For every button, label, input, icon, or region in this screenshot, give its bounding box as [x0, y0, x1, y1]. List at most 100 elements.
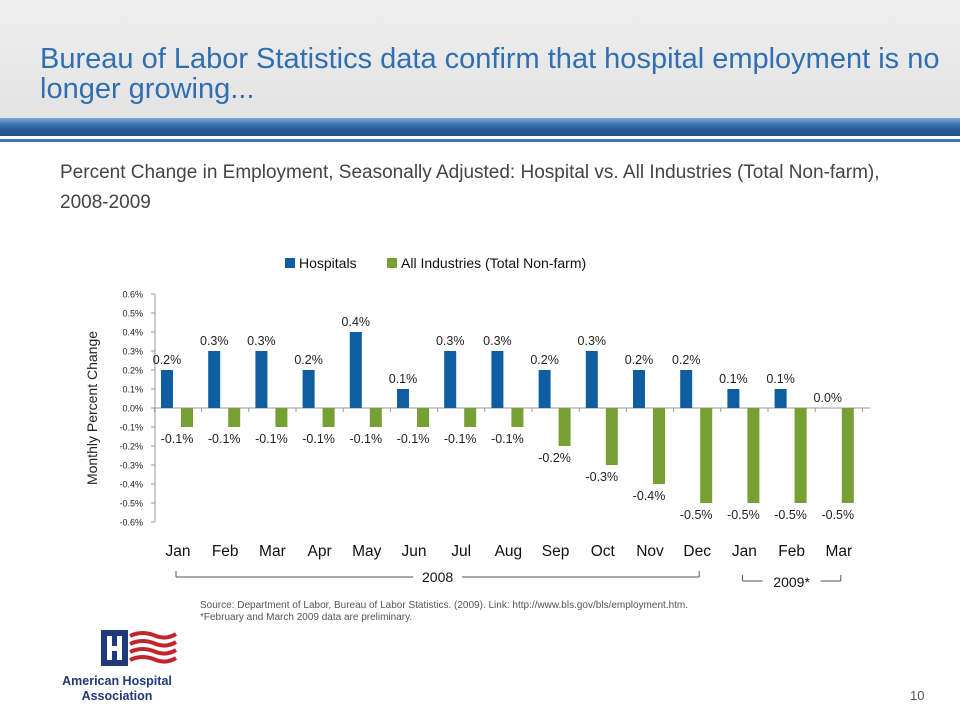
x-tick-label: Feb: [778, 543, 805, 560]
data-label-hospitals: 0.1%: [389, 372, 418, 386]
data-label-all-industries: -0.2%: [538, 451, 571, 465]
title-bar: [0, 0, 960, 118]
bar-all-industries: [558, 408, 571, 446]
page-number: 10: [910, 688, 925, 703]
x-tick-label: Oct: [591, 543, 616, 560]
y-tick-label: 0.2%: [122, 366, 143, 376]
aha-logo-mark: [101, 630, 178, 666]
bar-all-industries: [417, 408, 429, 427]
bar-hospitals: [633, 370, 645, 408]
data-label-all-industries: -0.4%: [633, 489, 666, 503]
data-label-hospitals: 0.3%: [578, 334, 607, 348]
chart-subtitle: Percent Change in Employment, Seasonally…: [60, 162, 880, 213]
title-underline-line: [0, 139, 960, 142]
data-label-all-industries: -0.1%: [349, 432, 382, 446]
legend-swatch-hospitals: [285, 258, 295, 268]
y-tick-label: -0.6%: [119, 518, 143, 528]
bar-hospitals: [680, 370, 693, 408]
data-label-all-industries: -0.5%: [821, 508, 854, 522]
bar-hospitals: [302, 370, 315, 408]
bar-all-industries: [511, 408, 524, 427]
x-tick-label: Apr: [308, 543, 332, 560]
data-label-hospitals: 0.2%: [294, 353, 323, 367]
preliminary-note: *February and March 2009 data are prelim…: [200, 612, 413, 623]
data-label-hospitals: 0.2%: [153, 353, 182, 367]
x-tick-label: Sep: [542, 543, 570, 560]
x-tick-label: Jan: [166, 543, 191, 560]
data-label-all-industries: -0.1%: [444, 432, 477, 446]
group-label: 2009*: [773, 574, 810, 590]
bar-hospitals: [491, 351, 504, 408]
bar-hospitals: [397, 389, 409, 408]
y-tick-label: 0.5%: [122, 309, 143, 319]
bar-all-industries: [322, 408, 335, 427]
bar-hospitals: [349, 332, 362, 408]
data-label-hospitals: 0.1%: [766, 372, 795, 386]
data-label-all-industries: -0.1%: [161, 432, 194, 446]
bar-all-industries: [228, 408, 241, 427]
data-label-all-industries: -0.1%: [491, 432, 524, 446]
bar-all-industries: [747, 408, 760, 503]
bar-hospitals: [727, 389, 740, 408]
data-label-hospitals: 0.2%: [625, 353, 654, 367]
data-label-hospitals: 0.2%: [672, 353, 701, 367]
bar-all-industries: [464, 408, 477, 427]
data-label-all-industries: -0.5%: [774, 508, 807, 522]
slide-title: Bureau of Labor Statistics data confirm …: [40, 43, 940, 105]
y-tick-label: -0.4%: [119, 480, 143, 490]
x-tick-label: Dec: [683, 543, 711, 560]
y-tick-label: -0.1%: [119, 423, 143, 433]
data-label-all-industries: -0.1%: [302, 432, 335, 446]
y-tick-label: 0.3%: [122, 347, 143, 357]
bar-all-industries: [369, 408, 382, 427]
logo-text-line1: American Hospital: [62, 674, 172, 688]
data-label-all-industries: -0.1%: [208, 432, 241, 446]
bar-hospitals: [255, 351, 268, 408]
bar-all-industries: [700, 408, 713, 503]
bar-all-industries: [605, 408, 618, 465]
y-tick-label: 0.0%: [122, 404, 143, 414]
source-line: Source: Department of Labor, Bureau of L…: [200, 600, 689, 611]
legend-label-hospitals: Hospitals: [299, 255, 357, 271]
bar-all-industries: [841, 408, 854, 503]
y-tick-label: 0.1%: [122, 385, 143, 395]
y-tick-label: -0.5%: [119, 499, 143, 509]
aha-logo: American Hospital Association: [52, 628, 182, 712]
legend-label-all-industries: All Industries (Total Non-farm): [401, 255, 586, 271]
y-tick-label: 0.6%: [122, 290, 143, 300]
x-tick-label: Aug: [495, 543, 523, 560]
group-label: 2008: [422, 569, 453, 585]
bar-hospitals: [774, 389, 787, 408]
data-label-all-industries: -0.1%: [255, 432, 288, 446]
y-tick-label: -0.2%: [119, 442, 143, 452]
bar-hospitals: [538, 370, 551, 408]
data-label-hospitals: 0.3%: [483, 334, 512, 348]
data-label-hospitals: 0.0%: [814, 391, 843, 405]
data-label-hospitals: 0.1%: [719, 372, 748, 386]
x-tick-label: May: [352, 543, 382, 560]
bar-all-industries: [275, 408, 288, 427]
x-tick-label: Jan: [732, 543, 757, 560]
bar-hospitals: [444, 351, 457, 408]
bar-hospitals: [161, 370, 173, 408]
data-label-hospitals: 0.3%: [200, 334, 229, 348]
bar-all-industries: [653, 408, 665, 484]
data-label-all-industries: -0.1%: [397, 432, 430, 446]
data-label-all-industries: -0.3%: [585, 470, 618, 484]
legend-swatch-all-industries: [387, 258, 397, 268]
bar-all-industries: [794, 408, 807, 503]
title-underline-band: [0, 118, 960, 136]
logo-text-line2: Association: [81, 689, 153, 703]
data-label-hospitals: 0.2%: [530, 353, 559, 367]
x-tick-label: Mar: [259, 543, 286, 560]
bar-hospitals: [208, 351, 221, 408]
data-label-hospitals: 0.4%: [342, 315, 371, 329]
x-tick-label: Jun: [402, 543, 427, 560]
x-tick-label: Feb: [212, 543, 239, 560]
data-label-all-industries: -0.5%: [727, 508, 760, 522]
data-label-all-industries: -0.5%: [680, 508, 713, 522]
bar-hospitals: [585, 351, 598, 408]
x-tick-label: Jul: [451, 543, 471, 560]
x-tick-label: Mar: [825, 543, 852, 560]
y-tick-label: 0.4%: [122, 328, 143, 338]
